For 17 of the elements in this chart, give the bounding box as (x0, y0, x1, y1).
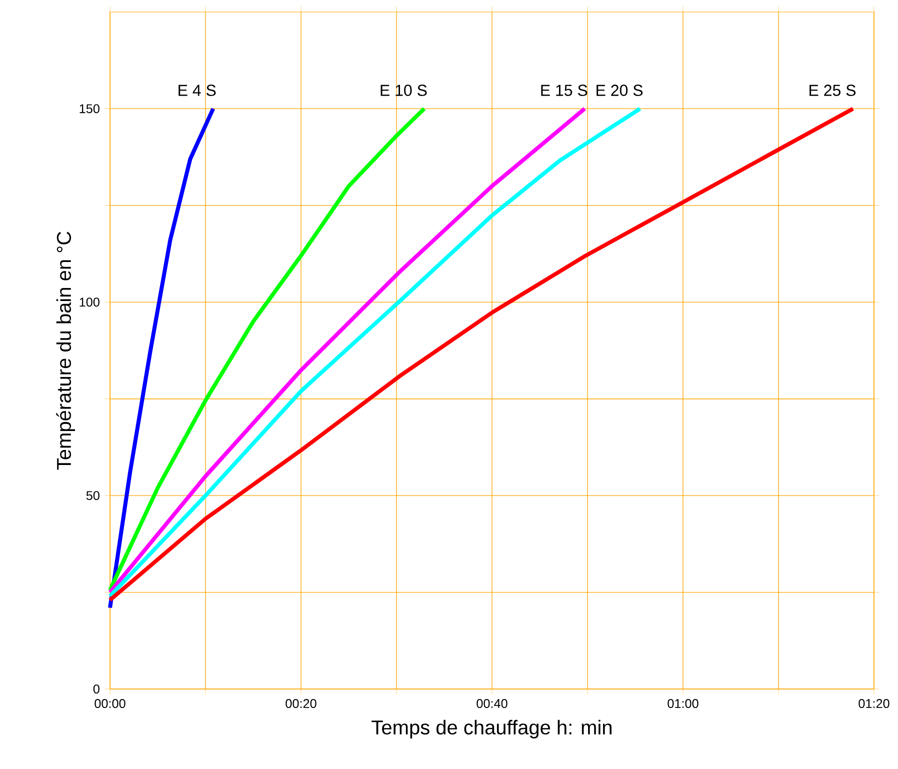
series-label: E 4 S (178, 84, 216, 96)
y-tick-label: 0 (93, 684, 100, 694)
series-label: E 20 S (596, 84, 643, 96)
x-tick-label: 00:00 (94, 699, 126, 708)
line-series (108, 106, 426, 592)
line-series (108, 106, 216, 610)
y-tick-label: 150 (80, 104, 100, 114)
y-tick-label: 100 (80, 298, 100, 307)
x-tick-label: 01:20 (858, 699, 890, 708)
x-axis-title: Temps de chauffage h: min (372, 720, 612, 738)
line-series (108, 106, 855, 602)
x-tick-label: 00:40 (476, 699, 508, 708)
y-axis-title: Température du bain en °C (56, 232, 75, 470)
y-tick-label: 50 (86, 491, 100, 500)
series-label: E 25 S (810, 84, 856, 96)
x-tick-label: 00:20 (286, 699, 316, 708)
x-tick-label: 01:00 (668, 699, 698, 708)
